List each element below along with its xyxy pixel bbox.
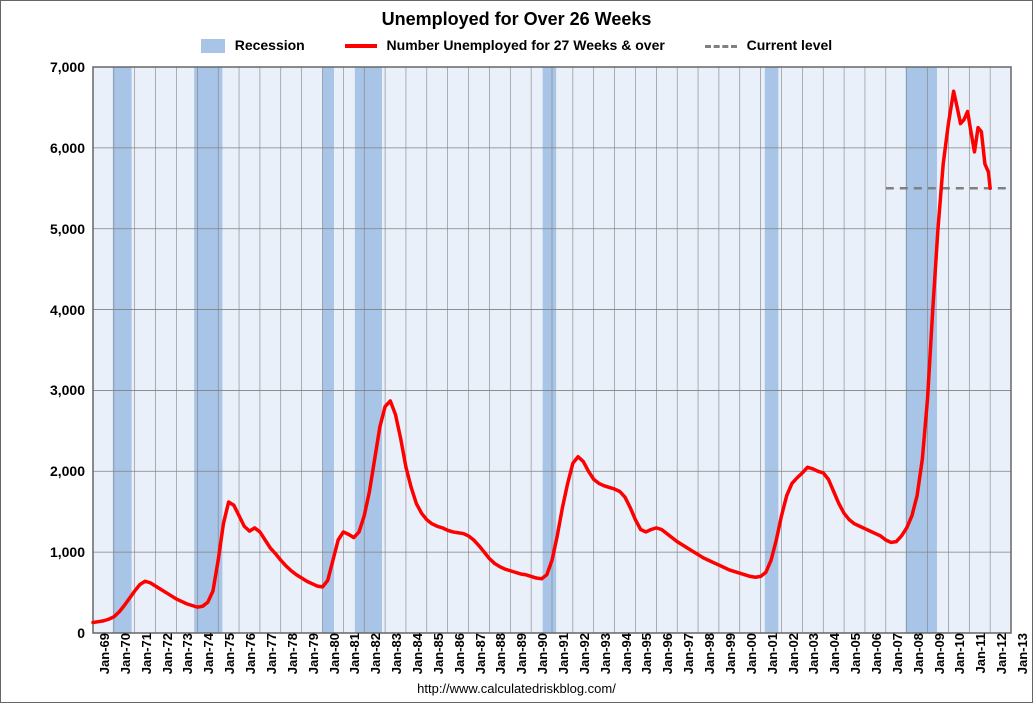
x-tick-label: Jan-84 — [406, 633, 425, 674]
x-tick-label: Jan-05 — [844, 633, 863, 674]
credit-text: http://www.calculatedriskblog.com/ — [1, 681, 1032, 696]
y-tick-label: 0 — [77, 625, 93, 641]
x-tick-label: Jan-69 — [93, 633, 112, 674]
x-tick-label: Jan-80 — [323, 633, 342, 674]
x-tick-label: Jan-06 — [865, 633, 884, 674]
x-tick-label: Jan-10 — [948, 633, 967, 674]
x-tick-label: Jan-07 — [886, 633, 905, 674]
chart-container: Unemployed for Over 26 Weeks Recession N… — [0, 0, 1033, 703]
x-tick-label: Jan-92 — [573, 633, 592, 674]
legend-item-line: Number Unemployed for 27 Weeks & over — [345, 37, 669, 53]
x-tick-label: Jan-03 — [802, 633, 821, 674]
x-tick-label: Jan-12 — [990, 633, 1009, 674]
x-tick-label: Jan-95 — [635, 633, 654, 674]
chart-svg — [93, 67, 1011, 633]
x-tick-label: Jan-08 — [907, 633, 926, 674]
y-tick-label: 1,000 — [50, 544, 93, 560]
x-tick-label: Jan-78 — [281, 633, 300, 674]
x-tick-label: Jan-04 — [823, 633, 842, 674]
x-tick-label: Jan-91 — [552, 633, 571, 674]
legend-item-current: Current level — [705, 37, 832, 53]
y-tick-label: 2,000 — [50, 463, 93, 479]
legend-item-recession: Recession — [201, 37, 309, 53]
x-tick-label: Jan-77 — [260, 633, 279, 674]
y-tick-label: 6,000 — [50, 140, 93, 156]
x-tick-label: Jan-81 — [343, 633, 362, 674]
x-tick-label: Jan-86 — [448, 633, 467, 674]
y-tick-label: 4,000 — [50, 302, 93, 318]
x-tick-label: Jan-99 — [719, 633, 738, 674]
x-tick-label: Jan-88 — [489, 633, 508, 674]
x-tick-label: Jan-98 — [698, 633, 717, 674]
x-tick-label: Jan-85 — [427, 633, 446, 674]
x-tick-label: Jan-72 — [156, 633, 175, 674]
x-tick-label: Jan-71 — [135, 633, 154, 674]
x-tick-label: Jan-87 — [469, 633, 488, 674]
x-tick-label: Jan-82 — [364, 633, 383, 674]
legend-label: Number Unemployed for 27 Weeks & over — [387, 37, 665, 53]
legend-label: Recession — [235, 37, 305, 53]
legend-label: Current level — [747, 37, 833, 53]
x-tick-label: Jan-02 — [782, 633, 801, 674]
legend: Recession Number Unemployed for 27 Weeks… — [1, 37, 1032, 53]
chart-title: Unemployed for Over 26 Weeks — [1, 9, 1032, 30]
x-tick-label: Jan-75 — [218, 633, 237, 674]
dash-swatch-icon — [705, 45, 737, 48]
plot-area: 01,0002,0003,0004,0005,0006,0007,000Jan-… — [93, 67, 1011, 633]
x-tick-label: Jan-13 — [1011, 633, 1030, 674]
x-tick-label: Jan-83 — [385, 633, 404, 674]
x-tick-label: Jan-73 — [176, 633, 195, 674]
line-swatch-icon — [345, 44, 377, 48]
y-tick-label: 3,000 — [50, 382, 93, 398]
x-tick-label: Jan-01 — [761, 633, 780, 674]
x-tick-label: Jan-90 — [531, 633, 550, 674]
x-tick-label: Jan-96 — [656, 633, 675, 674]
x-tick-label: Jan-97 — [677, 633, 696, 674]
x-tick-label: Jan-89 — [510, 633, 529, 674]
x-tick-label: Jan-00 — [740, 633, 759, 674]
x-tick-label: Jan-93 — [594, 633, 613, 674]
x-tick-label: Jan-76 — [239, 633, 258, 674]
x-tick-label: Jan-79 — [302, 633, 321, 674]
x-tick-label: Jan-70 — [114, 633, 133, 674]
x-tick-label: Jan-74 — [197, 633, 216, 674]
recession-swatch-icon — [201, 39, 225, 53]
x-tick-label: Jan-09 — [928, 633, 947, 674]
y-tick-label: 7,000 — [50, 59, 93, 75]
x-tick-label: Jan-11 — [969, 633, 988, 673]
x-tick-label: Jan-94 — [615, 633, 634, 674]
y-tick-label: 5,000 — [50, 221, 93, 237]
